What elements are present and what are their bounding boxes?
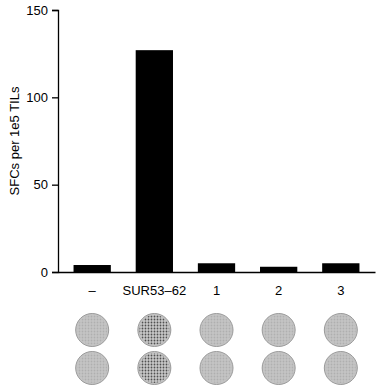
x-tick: 1 (213, 272, 220, 298)
well-images (76, 314, 358, 385)
y-tick-mark (52, 272, 58, 273)
bar (260, 267, 297, 272)
well-spots (139, 353, 169, 383)
y-tick: 50 (34, 177, 58, 192)
well (200, 352, 233, 385)
well (324, 314, 357, 347)
well-spots (139, 315, 169, 345)
well-spots (326, 315, 356, 345)
well-spots (202, 353, 232, 383)
x-tick-label: 3 (337, 283, 344, 298)
x-tick: – (89, 272, 97, 298)
bar (322, 263, 359, 272)
well (262, 314, 295, 347)
well (76, 352, 109, 385)
x-tick-label: 1 (213, 283, 220, 298)
y-tick: 100 (26, 90, 58, 105)
y-tick-label: 150 (26, 3, 48, 18)
bar (136, 50, 173, 272)
x-tick: 2 (275, 272, 282, 298)
well-spots (264, 353, 294, 383)
well-spots (326, 353, 356, 383)
well (76, 314, 109, 347)
y-tick: 150 (26, 3, 58, 18)
y-axis: 0 50 100 150 (26, 3, 58, 280)
bar (198, 263, 235, 272)
chart: 0 50 100 150 – SUR53–62 1 2 3 SFCs per 1e5 TILs (0, 0, 384, 392)
y-tick-label: 100 (26, 90, 48, 105)
x-tick: SUR53–62 (123, 272, 187, 298)
well (138, 314, 171, 347)
x-tick-label: SUR53–62 (123, 283, 187, 298)
y-tick-mark (52, 10, 58, 11)
well (324, 352, 357, 385)
bars (74, 50, 360, 272)
well (138, 352, 171, 385)
well (262, 352, 295, 385)
y-axis-title: SFCs per 1e5 TILs (7, 86, 22, 195)
y-tick-mark (52, 185, 58, 186)
well (200, 314, 233, 347)
y-tick-label: 0 (41, 265, 48, 280)
y-tick-mark (52, 97, 58, 98)
x-tick-label: 2 (275, 283, 282, 298)
y-tick-label: 50 (34, 177, 48, 192)
well-spots (202, 315, 232, 345)
well-spots (77, 353, 107, 383)
well-spots (77, 315, 107, 345)
bar (74, 265, 111, 272)
x-tick-label: – (89, 283, 97, 298)
x-axis: – SUR53–62 1 2 3 (59, 272, 376, 298)
x-axis-line (59, 272, 376, 273)
well-spots (264, 315, 294, 345)
y-axis-line (52, 11, 59, 273)
x-tick: 3 (337, 272, 344, 298)
y-tick: 0 (41, 265, 58, 280)
plot: 0 50 100 150 – SUR53–62 1 2 3 (26, 3, 375, 299)
